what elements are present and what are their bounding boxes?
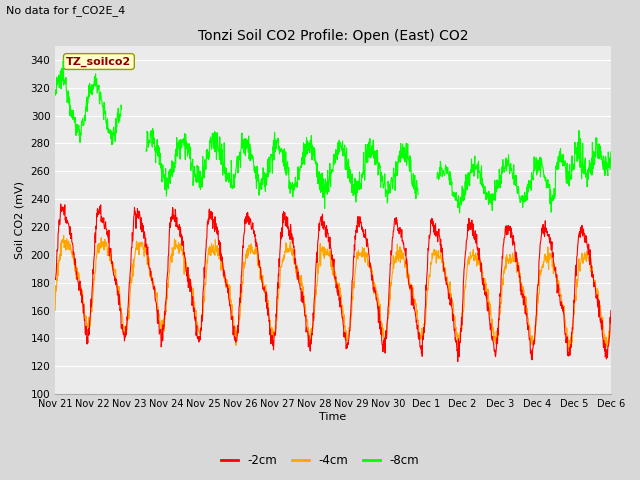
X-axis label: Time: Time <box>319 412 347 422</box>
Text: TZ_soilco2: TZ_soilco2 <box>67 57 132 67</box>
-2cm <box>368 277 376 283</box>
-2cm <box>299 294 307 300</box>
-8cm <box>94 83 102 88</box>
-2cm <box>607 308 614 313</box>
-8cm <box>368 143 376 149</box>
-8cm <box>309 149 317 155</box>
Title: Tonzi Soil CO2 Profile: Open (East) CO2: Tonzi Soil CO2 Profile: Open (East) CO2 <box>198 29 468 43</box>
Line: -8cm: -8cm <box>55 60 611 213</box>
Text: No data for f_CO2E_4: No data for f_CO2E_4 <box>6 5 125 16</box>
-8cm <box>117 111 125 117</box>
Y-axis label: Soil CO2 (mV): Soil CO2 (mV) <box>15 181 25 259</box>
-8cm <box>607 149 614 155</box>
-2cm <box>287 237 295 243</box>
-2cm <box>309 322 317 328</box>
-8cm <box>299 149 307 155</box>
-4cm <box>368 267 376 273</box>
-4cm <box>51 307 59 313</box>
-4cm <box>309 326 317 332</box>
-4cm <box>299 291 307 297</box>
-8cm <box>287 186 295 192</box>
-2cm <box>117 325 125 331</box>
-2cm <box>95 211 102 217</box>
Line: -4cm: -4cm <box>55 235 611 355</box>
-4cm <box>60 232 68 238</box>
-2cm <box>454 359 461 364</box>
-2cm <box>57 201 65 207</box>
-2cm <box>51 276 59 282</box>
Line: -2cm: -2cm <box>55 204 611 361</box>
-4cm <box>95 241 102 247</box>
-8cm <box>51 93 59 98</box>
-4cm <box>564 352 572 358</box>
Legend: -2cm, -4cm, -8cm: -2cm, -4cm, -8cm <box>216 449 424 472</box>
-4cm <box>287 247 295 253</box>
-4cm <box>117 305 125 311</box>
-4cm <box>607 319 614 324</box>
